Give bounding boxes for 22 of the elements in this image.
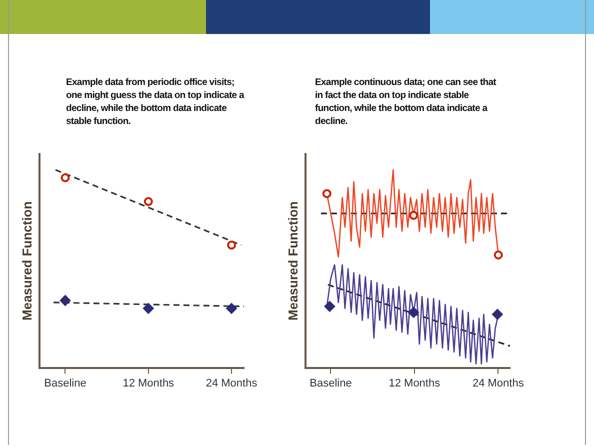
- point: [494, 250, 503, 260]
- x-tick-label: Baseline: [310, 377, 352, 390]
- point: [492, 308, 503, 320]
- x-tick-label: 24 Months: [472, 377, 524, 390]
- x-tick-label: 24 Months: [206, 377, 258, 390]
- point: [408, 306, 420, 318]
- chart-title: Example data from periodic office visits; one might guess the data on top indicate a decline, while the bottom data indicate stable function.: [66, 76, 246, 128]
- x-tick-label: 12 Months: [122, 377, 175, 390]
- point: [322, 189, 332, 198]
- y-axis-title: Measured Function: [19, 201, 34, 320]
- point: [60, 173, 70, 182]
- point: [144, 197, 153, 206]
- point: [142, 302, 154, 314]
- x-tick-label: 12 Months: [388, 377, 441, 390]
- y-axis-title: Measured Function: [285, 201, 300, 320]
- x-tick-label: Baseline: [44, 377, 86, 390]
- point: [227, 240, 236, 250]
- point: [60, 294, 71, 306]
- point: [324, 300, 336, 312]
- point: [409, 210, 418, 220]
- chart-title: Example continuous data; one can see that in fact the data on top indicate stable function, while the bottom data indicate a decline.: [315, 76, 498, 128]
- point: [226, 302, 238, 314]
